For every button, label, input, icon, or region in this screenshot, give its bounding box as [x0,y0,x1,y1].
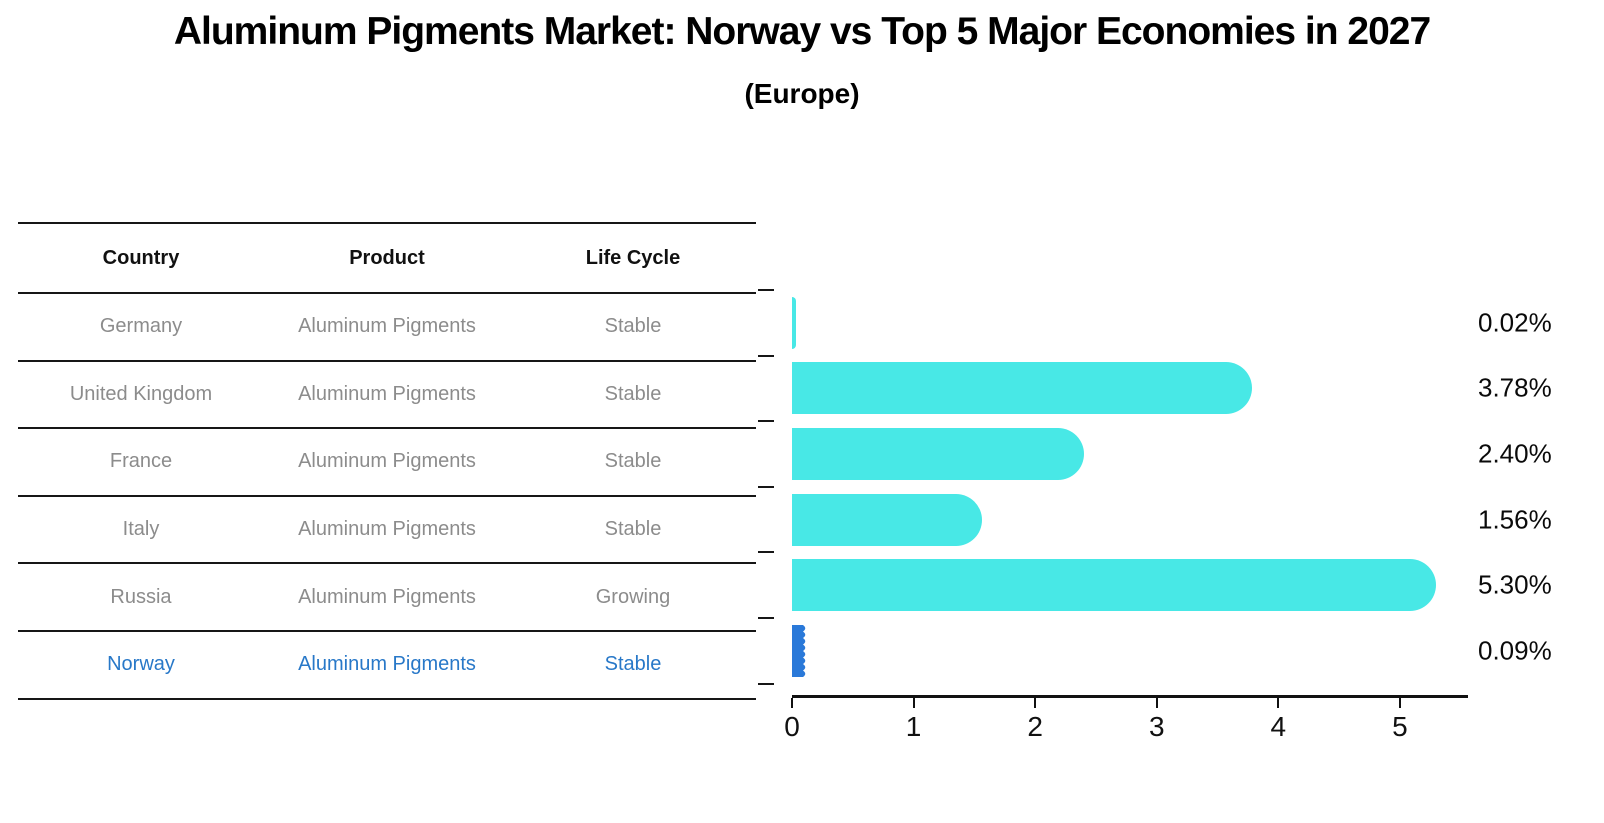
x-tick-label: 3 [1148,711,1165,742]
cell-country: Norway [18,630,264,700]
cell-country: France [18,428,264,497]
table-row-russia: Russia Aluminum Pigments Growing [18,563,756,632]
table-row-united-kingdom: United Kingdom Aluminum Pigments Stable [18,360,756,430]
y-tick-mark [758,617,774,619]
table-header-row: Country Product Life Cycle [18,222,756,294]
column-header-country: Country [18,222,264,294]
bar-value-label: 0.09% [1478,635,1552,666]
bar-value-label: 0.02% [1478,307,1552,338]
table-header: Country Product Life Cycle [18,222,756,294]
x-tick-label: 4 [1270,711,1287,742]
x-tick-label: 0 [784,711,800,742]
bar-value-label: 5.30% [1478,569,1552,600]
bar-value-label: 2.40% [1478,438,1552,469]
table-row-norway: Norway Aluminum Pigments Stable [18,630,756,700]
x-tick-label: 5 [1392,711,1408,742]
bar-germany [792,296,796,349]
y-tick-mark [758,682,774,685]
cell-lifecycle: Stable [510,360,756,430]
table-row-germany: Germany Aluminum Pigments Stable [18,293,756,362]
cell-lifecycle: Stable [510,293,756,362]
y-tick-mark [758,289,774,291]
table-row-france: France Aluminum Pigments Stable [18,428,756,497]
cell-lifecycle: Stable [510,428,756,497]
x-tick-label: 1 [905,711,922,742]
y-tick-mark [758,485,774,488]
bar-value-label: 1.56% [1478,504,1552,535]
cell-lifecycle: Stable [510,630,756,700]
bar-chart: 0 1 2 3 4 5 0.02% 3.78% 2.40% 1.56% 5.30% 0.09% [756,222,1604,782]
comparison-table-wrap: Country Product Life Cycle Germany Alumin… [18,222,756,700]
cell-product: Aluminum Pigments [264,360,510,430]
table-row-italy: Italy Aluminum Pigments Stable [18,495,756,565]
x-tick-mark [1034,697,1037,708]
x-tick-mark [1155,697,1158,708]
cell-product: Aluminum Pigments [264,563,510,632]
chart-subtitle: (Europe) [744,78,860,109]
cell-product: Aluminum Pigments [264,630,510,700]
bar-united-kingdom [792,362,1252,415]
y-tick-mark [758,354,774,357]
cell-lifecycle: Growing [510,563,756,632]
cell-product: Aluminum Pigments [264,428,510,497]
column-header-lifecycle: Life Cycle [510,222,756,294]
table-body: Germany Aluminum Pigments Stable United Kin… [18,293,756,700]
bar-france [792,428,1084,480]
column-header-product: Product [264,222,510,294]
highlight-bar-shape [792,624,806,677]
comparison-table: Country Product Life Cycle Germany Alumin… [18,222,756,700]
y-tick-mark [758,420,774,423]
bar-value-label: 3.78% [1478,372,1552,403]
y-tick-mark [758,551,774,554]
x-tick-mark [1277,697,1280,708]
cell-country: Russia [18,563,264,632]
cell-country: United Kingdom [18,360,264,430]
x-tick-mark [912,697,915,708]
x-axis-line [792,694,1468,698]
cell-lifecycle: Stable [510,495,756,565]
x-tick-mark [791,697,793,708]
bar-italy [792,493,982,546]
x-tick-label: 2 [1027,711,1043,742]
bar-russia [792,559,1437,612]
cell-product: Aluminum Pigments [264,293,510,362]
x-tick-mark [1398,697,1401,708]
chart-title: Aluminum Pigments Market: Norway vs Top … [173,10,1431,53]
cell-product: Aluminum Pigments [264,495,510,565]
cell-country: Italy [18,495,264,565]
bar-norway [792,624,806,677]
cell-country: Germany [18,293,264,362]
